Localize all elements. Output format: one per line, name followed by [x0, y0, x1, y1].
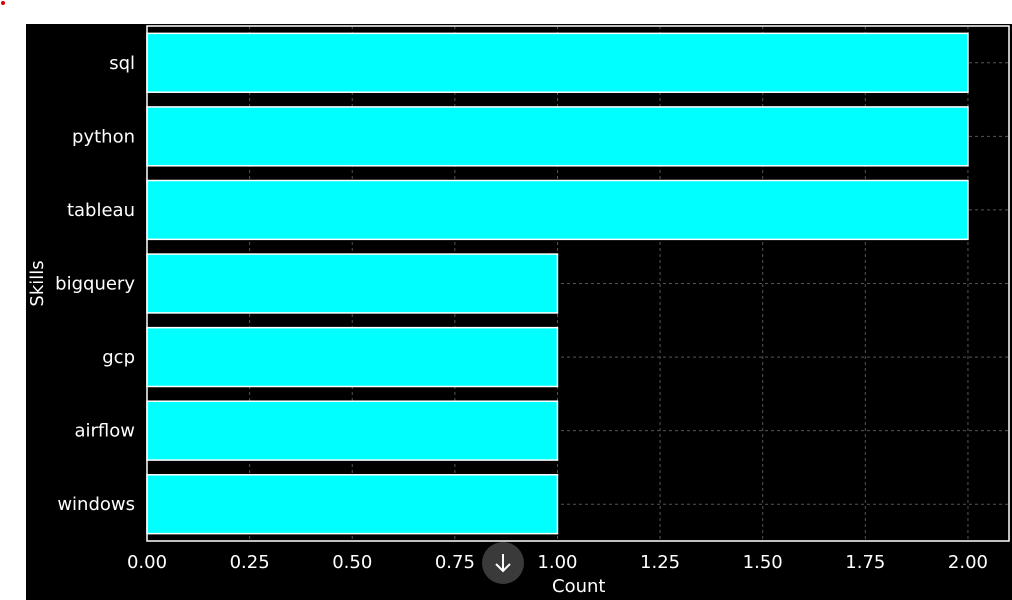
arrow-down-icon	[495, 554, 511, 573]
y-tick-label: windows	[57, 494, 135, 515]
y-tick-labels: sql python tableau bigquery gcp airflow window…	[55, 53, 135, 515]
scroll-down-button[interactable]	[482, 542, 524, 584]
bar-bigquery	[146, 253, 559, 314]
x-tick-label: 2.00	[948, 552, 988, 573]
y-tick-label: sql	[109, 53, 135, 74]
x-tick-label: 1.25	[640, 552, 680, 573]
bar-windows	[146, 474, 559, 535]
x-axis-title: Count	[552, 576, 605, 597]
chart-figure: 0.00 0.25 0.50 0.75 1.00 1.25 1.50 1.75 2.00 sql…	[26, 24, 1012, 600]
x-tick-label: 1.75	[845, 552, 885, 573]
x-tick-label: 0.50	[332, 552, 372, 573]
corner-marker	[1, 1, 5, 5]
y-axis-title: Skills	[27, 260, 48, 306]
x-tick-label: 0.25	[230, 552, 270, 573]
x-tick-label: 1.50	[743, 552, 783, 573]
x-tick-label: 0.75	[435, 552, 475, 573]
bar-gcp	[146, 326, 559, 388]
bar-tableau	[146, 179, 969, 241]
x-tick-labels: 0.00 0.25 0.50 0.75 1.00 1.25 1.50 1.75 2.00	[127, 552, 988, 573]
y-tick-label: python	[72, 126, 135, 147]
x-tick-label: 0.00	[127, 552, 167, 573]
y-tick-label: tableau	[67, 200, 135, 221]
bars	[146, 32, 969, 535]
bar-sql	[146, 32, 969, 93]
y-tick-label: gcp	[102, 347, 135, 368]
bar-chart: 0.00 0.25 0.50 0.75 1.00 1.25 1.50 1.75 2.00 sql…	[27, 25, 1010, 597]
bar-airflow	[146, 400, 559, 461]
y-tick-label: airflow	[74, 421, 135, 442]
x-tick-label: 1.00	[537, 552, 577, 573]
plot-frame	[146, 25, 1010, 542]
y-tick-label: bigquery	[55, 274, 135, 295]
bar-python	[146, 106, 969, 167]
